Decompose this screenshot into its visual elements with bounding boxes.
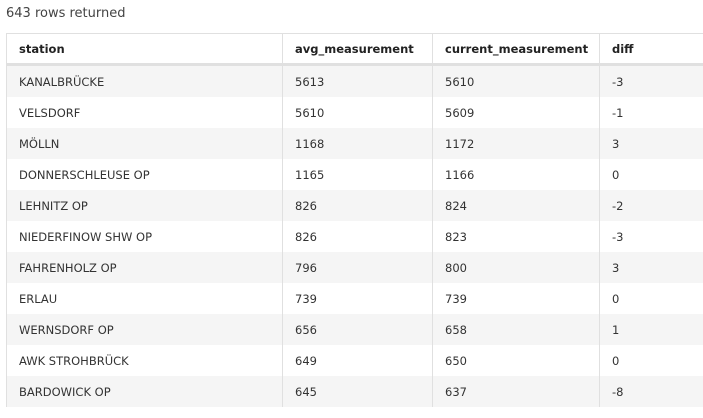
cell-current-measurement: 1172	[432, 128, 600, 159]
cell-diff: 1	[599, 314, 703, 345]
cell-diff: -2	[599, 190, 703, 221]
column-header-diff[interactable]: diff	[599, 33, 703, 66]
table-row: VELSDORF 5610 5609 -1	[6, 97, 703, 128]
cell-station: DONNERSCHLEUSE OP	[6, 159, 283, 190]
cell-diff: 0	[599, 159, 703, 190]
result-count: 643 rows returned	[6, 6, 126, 21]
cell-avg-measurement: 826	[282, 221, 433, 252]
cell-current-measurement: 637	[432, 376, 600, 407]
cell-avg-measurement: 645	[282, 376, 433, 407]
table-row: BARDOWICK OP 645 637 -8	[6, 376, 703, 407]
cell-current-measurement: 5609	[432, 97, 600, 128]
cell-current-measurement: 1166	[432, 159, 600, 190]
cell-station: BARDOWICK OP	[6, 376, 283, 407]
cell-avg-measurement: 739	[282, 283, 433, 314]
cell-current-measurement: 800	[432, 252, 600, 283]
results-table: station avg_measurement current_measuremen…	[6, 33, 703, 407]
table-row: NIEDERFINOW SHW OP 826 823 -3	[6, 221, 703, 252]
cell-avg-measurement: 5613	[282, 64, 433, 97]
cell-current-measurement: 823	[432, 221, 600, 252]
column-header-station[interactable]: station	[6, 33, 283, 66]
cell-avg-measurement: 656	[282, 314, 433, 345]
cell-avg-measurement: 1168	[282, 128, 433, 159]
cell-station: NIEDERFINOW SHW OP	[6, 221, 283, 252]
cell-station: AWK STROHBRÜCK	[6, 345, 283, 376]
cell-station: LEHNITZ OP	[6, 190, 283, 221]
cell-station: ERLAU	[6, 283, 283, 314]
cell-current-measurement: 658	[432, 314, 600, 345]
cell-avg-measurement: 796	[282, 252, 433, 283]
cell-diff: 3	[599, 128, 703, 159]
cell-diff: 0	[599, 345, 703, 376]
cell-avg-measurement: 826	[282, 190, 433, 221]
table-row: KANALBRÜCKE 5613 5610 -3	[6, 64, 703, 97]
cell-avg-measurement: 649	[282, 345, 433, 376]
table-header-row: station avg_measurement current_measuremen…	[6, 33, 703, 66]
cell-diff: -8	[599, 376, 703, 407]
cell-diff: 3	[599, 252, 703, 283]
cell-diff: -3	[599, 64, 703, 97]
cell-current-measurement: 5610	[432, 64, 600, 97]
cell-avg-measurement: 1165	[282, 159, 433, 190]
cell-diff: 0	[599, 283, 703, 314]
cell-station: WERNSDORF OP	[6, 314, 283, 345]
cell-station: MÖLLN	[6, 128, 283, 159]
table-row: AWK STROHBRÜCK 649 650 0	[6, 345, 703, 376]
table-row: ERLAU 739 739 0	[6, 283, 703, 314]
table-row: MÖLLN 1168 1172 3	[6, 128, 703, 159]
cell-station: KANALBRÜCKE	[6, 64, 283, 97]
cell-station: FAHRENHOLZ OP	[6, 252, 283, 283]
cell-avg-measurement: 5610	[282, 97, 433, 128]
table-row: DONNERSCHLEUSE OP 1165 1166 0	[6, 159, 703, 190]
cell-current-measurement: 824	[432, 190, 600, 221]
column-header-current-measurement[interactable]: current_measurement	[432, 33, 600, 66]
cell-diff: -3	[599, 221, 703, 252]
cell-diff: -1	[599, 97, 703, 128]
cell-current-measurement: 650	[432, 345, 600, 376]
cell-current-measurement: 739	[432, 283, 600, 314]
table-row: LEHNITZ OP 826 824 -2	[6, 190, 703, 221]
column-header-avg-measurement[interactable]: avg_measurement	[282, 33, 433, 66]
table-row: FAHRENHOLZ OP 796 800 3	[6, 252, 703, 283]
table-row: WERNSDORF OP 656 658 1	[6, 314, 703, 345]
cell-station: VELSDORF	[6, 97, 283, 128]
